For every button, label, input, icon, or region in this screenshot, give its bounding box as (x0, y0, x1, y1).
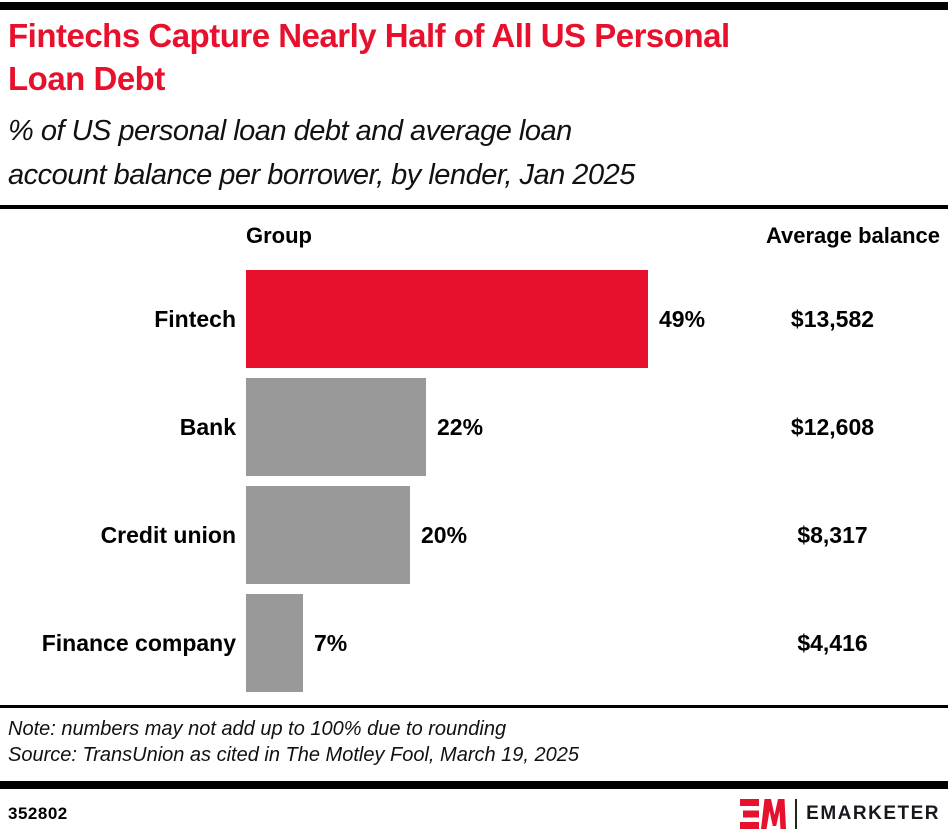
share-value-label: 20% (421, 521, 468, 548)
page-title: Fintechs Capture Nearly Half of All US P… (8, 14, 940, 100)
category-label: Bank (179, 413, 236, 440)
top-accent-bar (0, 2, 948, 10)
page-subtitle: % of US personal loan debt and average l… (8, 109, 940, 197)
group-column-header: Group (246, 223, 312, 248)
chart-id: 352802 (8, 804, 68, 823)
chart-row: Credit union 20% $8,317 (0, 486, 948, 584)
notes-block: Note: numbers may not add up to 100% due… (0, 708, 948, 777)
page-title-line-1: Fintechs Capture Nearly Half of All US P… (8, 17, 730, 54)
bar (246, 270, 648, 368)
bar (246, 486, 410, 584)
page-subtitle-line-2: account balance per borrower, by lender,… (8, 159, 635, 191)
page-title-line-2: Loan Debt (8, 60, 165, 97)
share-value-label: 22% (437, 413, 484, 440)
chart-row: Fintech 49% $13,582 (0, 270, 948, 368)
category-label: Finance company (41, 629, 236, 656)
em-logo-icon (740, 799, 787, 829)
average-balance-value: $8,317 (797, 521, 868, 548)
average-balance-value: $4,416 (797, 629, 868, 656)
category-label: Fintech (154, 305, 236, 332)
average-balance-value: $13,582 (790, 305, 875, 332)
chart-header: Fintechs Capture Nearly Half of All US P… (0, 10, 948, 197)
category-label: Credit union (100, 521, 236, 548)
footer: 352802 EMARKETER (0, 789, 948, 829)
footer-accent-bar (0, 781, 948, 789)
share-value-label: 7% (314, 629, 348, 656)
chart-row: Finance company 7% $4,416 (0, 594, 948, 692)
logo-divider (795, 799, 798, 829)
bar-chart: Group Average balance Fintech 49% $13,58… (0, 209, 948, 705)
source-text: Source: TransUnion as cited in The Motle… (8, 744, 580, 766)
average-balance-column-header: Average balance (765, 223, 940, 248)
bar (246, 378, 426, 476)
note-text: Note: numbers may not add up to 100% due… (8, 718, 507, 740)
share-value-label: 49% (659, 305, 706, 332)
page-subtitle-line-1: % of US personal loan debt and average l… (8, 115, 572, 147)
emarketer-logo: EMARKETER (740, 799, 940, 829)
chart-bottom-divider (0, 705, 948, 708)
brand-wordmark: EMARKETER (806, 803, 940, 824)
bar (246, 594, 303, 692)
average-balance-value: $12,608 (790, 413, 875, 440)
chart-row: Bank 22% $12,608 (0, 378, 948, 476)
header-divider (0, 205, 948, 209)
